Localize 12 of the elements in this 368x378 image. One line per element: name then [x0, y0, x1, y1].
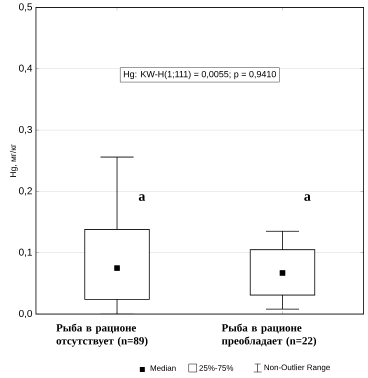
- annotation: Hg: KW-H(1;111) = 0,0055; p = 0,9410: [124, 70, 276, 80]
- annotation: a: [304, 194, 311, 201]
- y-tick-label: 0,1: [19, 248, 32, 257]
- y-tick-label: 0,4: [19, 64, 32, 73]
- x-tick-label: Рыба в рационе преобладает (n=22): [222, 324, 316, 347]
- y-axis-title: Hg, мг/кг: [10, 144, 18, 177]
- y-tick-label: 0,0: [19, 310, 32, 318]
- y-tick-label: 0,3: [19, 126, 32, 134]
- x-tick-label: Рыба в рационе отсутствует (n=89): [56, 324, 148, 347]
- y-tick-label: 0,2: [19, 187, 32, 196]
- annotation: a: [139, 194, 146, 201]
- y-tick-label: 0,5: [19, 3, 32, 12]
